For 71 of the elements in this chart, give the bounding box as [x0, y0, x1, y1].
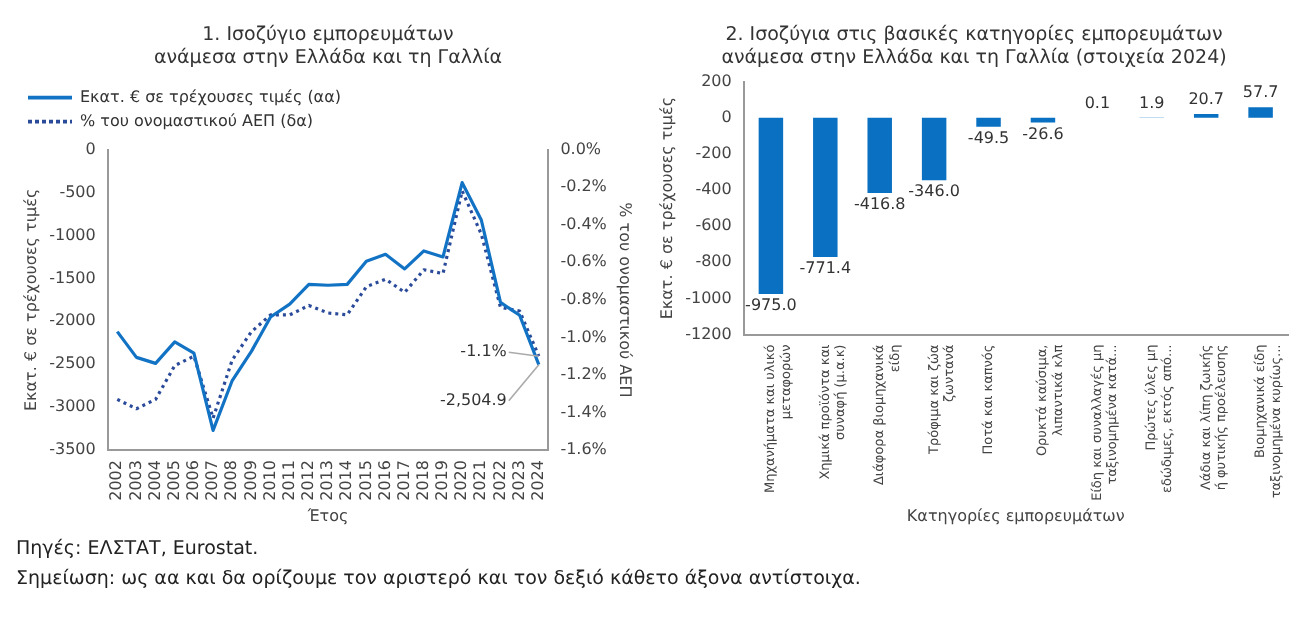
y2-tick-label: -1.0% — [560, 327, 608, 346]
chart-title: 2. Ισοζύγια στις βασικές κατηγορίες εμπορευμάτων ανάμεσα στην Ελλάδα και τη Γαλλία (στοιχεία 2024) — [721, 24, 1227, 70]
x-tick-label: 2005 — [164, 460, 183, 501]
x-tick-label: 2018 — [413, 460, 432, 501]
y-axis-title: Εκατ. € σε τρέχουσες τιμές — [657, 96, 676, 320]
y2-tick-label: -0.6% — [560, 252, 608, 271]
data-label: 20.7 — [1188, 90, 1224, 109]
y2-tick-label: -0.2% — [560, 177, 608, 196]
y-tick-label: -2500 — [49, 354, 96, 373]
y-tick-label: -800 — [695, 252, 732, 271]
text: Σημείωση: ως αα και δα ορίζουμε τον αριστερό και τον δεξιό κάθετο άξονα αντίστοιχα. — [16, 566, 861, 594]
y-tick-label: -1000 — [49, 225, 96, 244]
data-label: -975.0 — [745, 296, 797, 315]
y-tick-label: -600 — [695, 216, 732, 235]
data-label: -49.5 — [967, 128, 1010, 147]
x-tick-label: 2022 — [490, 460, 509, 501]
y-tick-label: -500 — [59, 182, 96, 201]
y-tick-label: -3000 — [49, 397, 96, 416]
data-label: 1.9 — [1139, 93, 1165, 112]
data-label: -346.0 — [908, 182, 960, 201]
x-tick-label: 2017 — [394, 460, 413, 501]
legend-label: % του ονομαστικού ΑΕΠ (δα) — [80, 111, 314, 130]
y-tick-label: 0 — [85, 139, 96, 158]
legend-label: Εκατ. € σε τρέχουσες τιμές (αα) — [80, 87, 341, 106]
x-tick-label: 2024 — [528, 460, 547, 501]
x-tick-label: 2012 — [299, 460, 318, 501]
y-tick-label: -400 — [695, 180, 732, 199]
x-axis-title: Κατηγορίες εμπορευμάτων — [906, 506, 1126, 525]
y-tick-label: -1500 — [49, 268, 96, 287]
data-label: -1.1% — [460, 342, 508, 361]
x-tick-label: 2021 — [471, 460, 490, 501]
x-tick-label: 2008 — [222, 460, 241, 501]
data-label: -771.4 — [799, 259, 852, 278]
y2-tick-label: -0.8% — [560, 290, 608, 308]
data-label: -2,504.9 — [439, 390, 507, 409]
y-tick-label: -1000 — [685, 288, 732, 307]
y2-tick-label: -1.4% — [560, 402, 608, 421]
x-tick-label: 2011 — [279, 460, 298, 501]
y2-tick-label: -1.6% — [560, 440, 608, 459]
data-label: -416.8 — [853, 195, 906, 214]
x-tick-label: 2013 — [318, 460, 337, 501]
x-tick-label: 2003 — [126, 460, 145, 501]
y-tick-label: -2000 — [49, 311, 96, 330]
x-tick-label: 2023 — [509, 460, 528, 501]
data-label: -26.6 — [1022, 124, 1064, 143]
chart-title: 1. Ισοζύγιο εμπορευμάτων ανάμεσα στην Ελλάδα και τη Γαλλία — [153, 24, 503, 70]
x-tick-label: 2015 — [356, 460, 375, 501]
x-tick-label: 2019 — [433, 460, 452, 501]
x-tick-label: 2007 — [203, 460, 222, 501]
data-label: 0.1 — [1084, 93, 1111, 112]
x-tick-label: 2009 — [241, 460, 260, 501]
y2-tick-label: -1.2% — [560, 365, 608, 384]
y-tick-label: -3500 — [49, 440, 96, 459]
x-tick-label: 2016 — [375, 460, 394, 501]
x-tick-label: 2006 — [184, 460, 203, 501]
x-tick-label: 2014 — [337, 460, 356, 501]
y-tick-label: -200 — [695, 144, 732, 163]
x-tick-label: 2002 — [107, 460, 126, 501]
text: Πηγές: ΕΛΣΤΑΤ, Eurostat. — [16, 536, 261, 564]
y2-tick-label: 0.0% — [560, 139, 602, 158]
x-tick-label: 2004 — [145, 460, 164, 501]
y2-axis-title: % του ονομαστικού ΑΕΠ — [616, 202, 635, 398]
x-tick-label: 2010 — [260, 460, 279, 501]
y-tick-label: 200 — [701, 71, 732, 90]
y-axis-title: Εκατ. € σε τρέχουσες τιμές — [21, 188, 40, 411]
data-label: 57.7 — [1242, 83, 1279, 102]
y-tick-label: 0 — [721, 107, 732, 126]
x-axis-title: Έτος — [305, 506, 349, 525]
x-tick-label: 2020 — [452, 460, 471, 501]
y2-tick-label: -0.4% — [560, 214, 608, 233]
y-tick-label: -1200 — [685, 324, 732, 343]
